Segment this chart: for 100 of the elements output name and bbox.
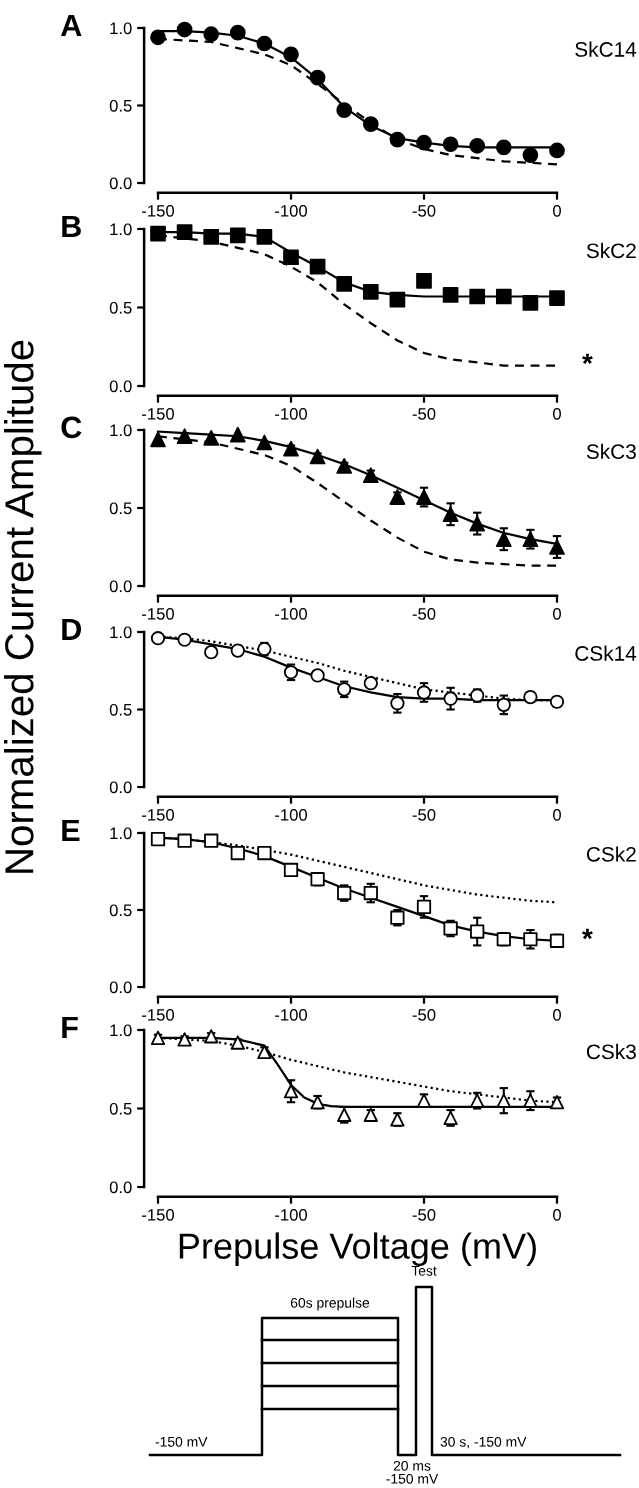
point: [310, 872, 325, 887]
point: [389, 131, 406, 148]
y-tick-label: 0.0: [109, 580, 132, 593]
x-tick-label: -50: [412, 1208, 436, 1221]
point: [309, 69, 326, 86]
point: [176, 21, 193, 38]
x-tick-label: -100: [275, 1208, 308, 1221]
y-tick-label: 1.0: [110, 827, 132, 840]
x-tick-label: 0: [553, 407, 561, 420]
y-tick-label: 0.0: [109, 981, 132, 994]
y-tick-label: 0.5: [109, 301, 132, 314]
point: [469, 137, 486, 154]
x-tick-label: -150: [142, 607, 175, 620]
annotation: *: [582, 353, 593, 364]
point: [150, 225, 166, 242]
y-tick-label: 0.0: [109, 781, 132, 794]
x-tick-label: -50: [412, 407, 436, 420]
point: [150, 431, 166, 448]
point: [230, 845, 245, 861]
text: -150 mV: [386, 1473, 439, 1484]
x-tick-label: 0: [553, 1208, 561, 1221]
y-tick-label: 0.5: [109, 703, 132, 716]
point: [230, 643, 245, 658]
chart-title: E: [62, 819, 80, 841]
point: [309, 448, 326, 465]
point: [416, 272, 432, 289]
x-tick-label: -150: [142, 407, 175, 420]
point: [203, 229, 220, 245]
point: [442, 287, 459, 303]
point: [283, 1084, 299, 1099]
point: [204, 645, 219, 660]
point: [522, 294, 539, 311]
chart-title: A: [61, 14, 82, 36]
y-tick-label: 0.0: [109, 1181, 132, 1194]
x-tick-label: 0: [553, 1008, 561, 1021]
point: [176, 224, 193, 240]
chart-title: D: [62, 618, 82, 640]
point: [416, 134, 432, 151]
point: [150, 832, 166, 847]
point: [203, 429, 220, 446]
point: [150, 1030, 166, 1045]
point: [442, 136, 459, 153]
y-tick-label: 1.0: [110, 22, 132, 35]
y-tick-label: 1.0: [110, 424, 132, 437]
x-tick-label: -100: [275, 204, 308, 217]
point: [389, 489, 406, 505]
point: [203, 26, 220, 43]
x-tick-label: -50: [412, 808, 436, 821]
text: 20 ms: [393, 1460, 431, 1471]
chart-title: B: [62, 215, 81, 237]
text: CSk14: [575, 645, 637, 661]
y-tick-label: 1.0: [110, 626, 132, 639]
y-tick-label: 1.0: [110, 1024, 132, 1037]
point: [469, 288, 486, 305]
point: [336, 102, 353, 118]
point: [523, 932, 538, 947]
y-tick-label: 0.5: [109, 502, 132, 515]
point: [257, 845, 272, 861]
point: [443, 691, 458, 706]
x-tick-label: -150: [142, 204, 175, 217]
point: [283, 46, 299, 63]
annotation: *: [582, 928, 593, 940]
text: 60s prepulse: [290, 1297, 370, 1311]
x-tick-label: 0: [553, 607, 561, 620]
x-tick-label: -150: [142, 1008, 175, 1021]
point: [204, 833, 219, 848]
point: [416, 899, 432, 915]
point: [283, 440, 299, 457]
text: SkC3: [586, 443, 636, 459]
point: [336, 276, 353, 292]
text: 30 s, -150 mV: [440, 1436, 527, 1449]
y-axis-title: Normalized Current Amplitude: [4, 340, 42, 873]
y-tick-label: 1.0: [110, 223, 132, 236]
x-tick-label: -50: [412, 1008, 436, 1021]
point: [470, 924, 485, 939]
point: [496, 697, 511, 712]
x-tick-label: -100: [275, 1008, 308, 1021]
text: CSk3: [586, 1043, 636, 1060]
point: [256, 35, 273, 52]
point: [336, 458, 353, 474]
x-tick-label: -150: [142, 1208, 175, 1221]
x-tick-label: -50: [412, 607, 436, 620]
point: [204, 1029, 219, 1044]
point: [495, 139, 512, 156]
x-tick-label: 0: [553, 808, 561, 821]
point: [230, 1035, 245, 1050]
point: [177, 632, 192, 647]
x-axis-title: Prepulse Voltage (mV): [179, 1232, 536, 1267]
point: [229, 24, 246, 41]
point: [549, 142, 565, 159]
x-tick-label: -100: [275, 808, 308, 821]
point: [177, 833, 192, 848]
point: [389, 291, 406, 308]
y-tick-label: 0.5: [109, 1102, 132, 1115]
point: [549, 290, 565, 306]
point: [310, 668, 325, 683]
point: [256, 434, 273, 451]
y-tick-label: 0.0: [109, 177, 132, 190]
point: [442, 506, 459, 523]
point: [549, 539, 565, 555]
